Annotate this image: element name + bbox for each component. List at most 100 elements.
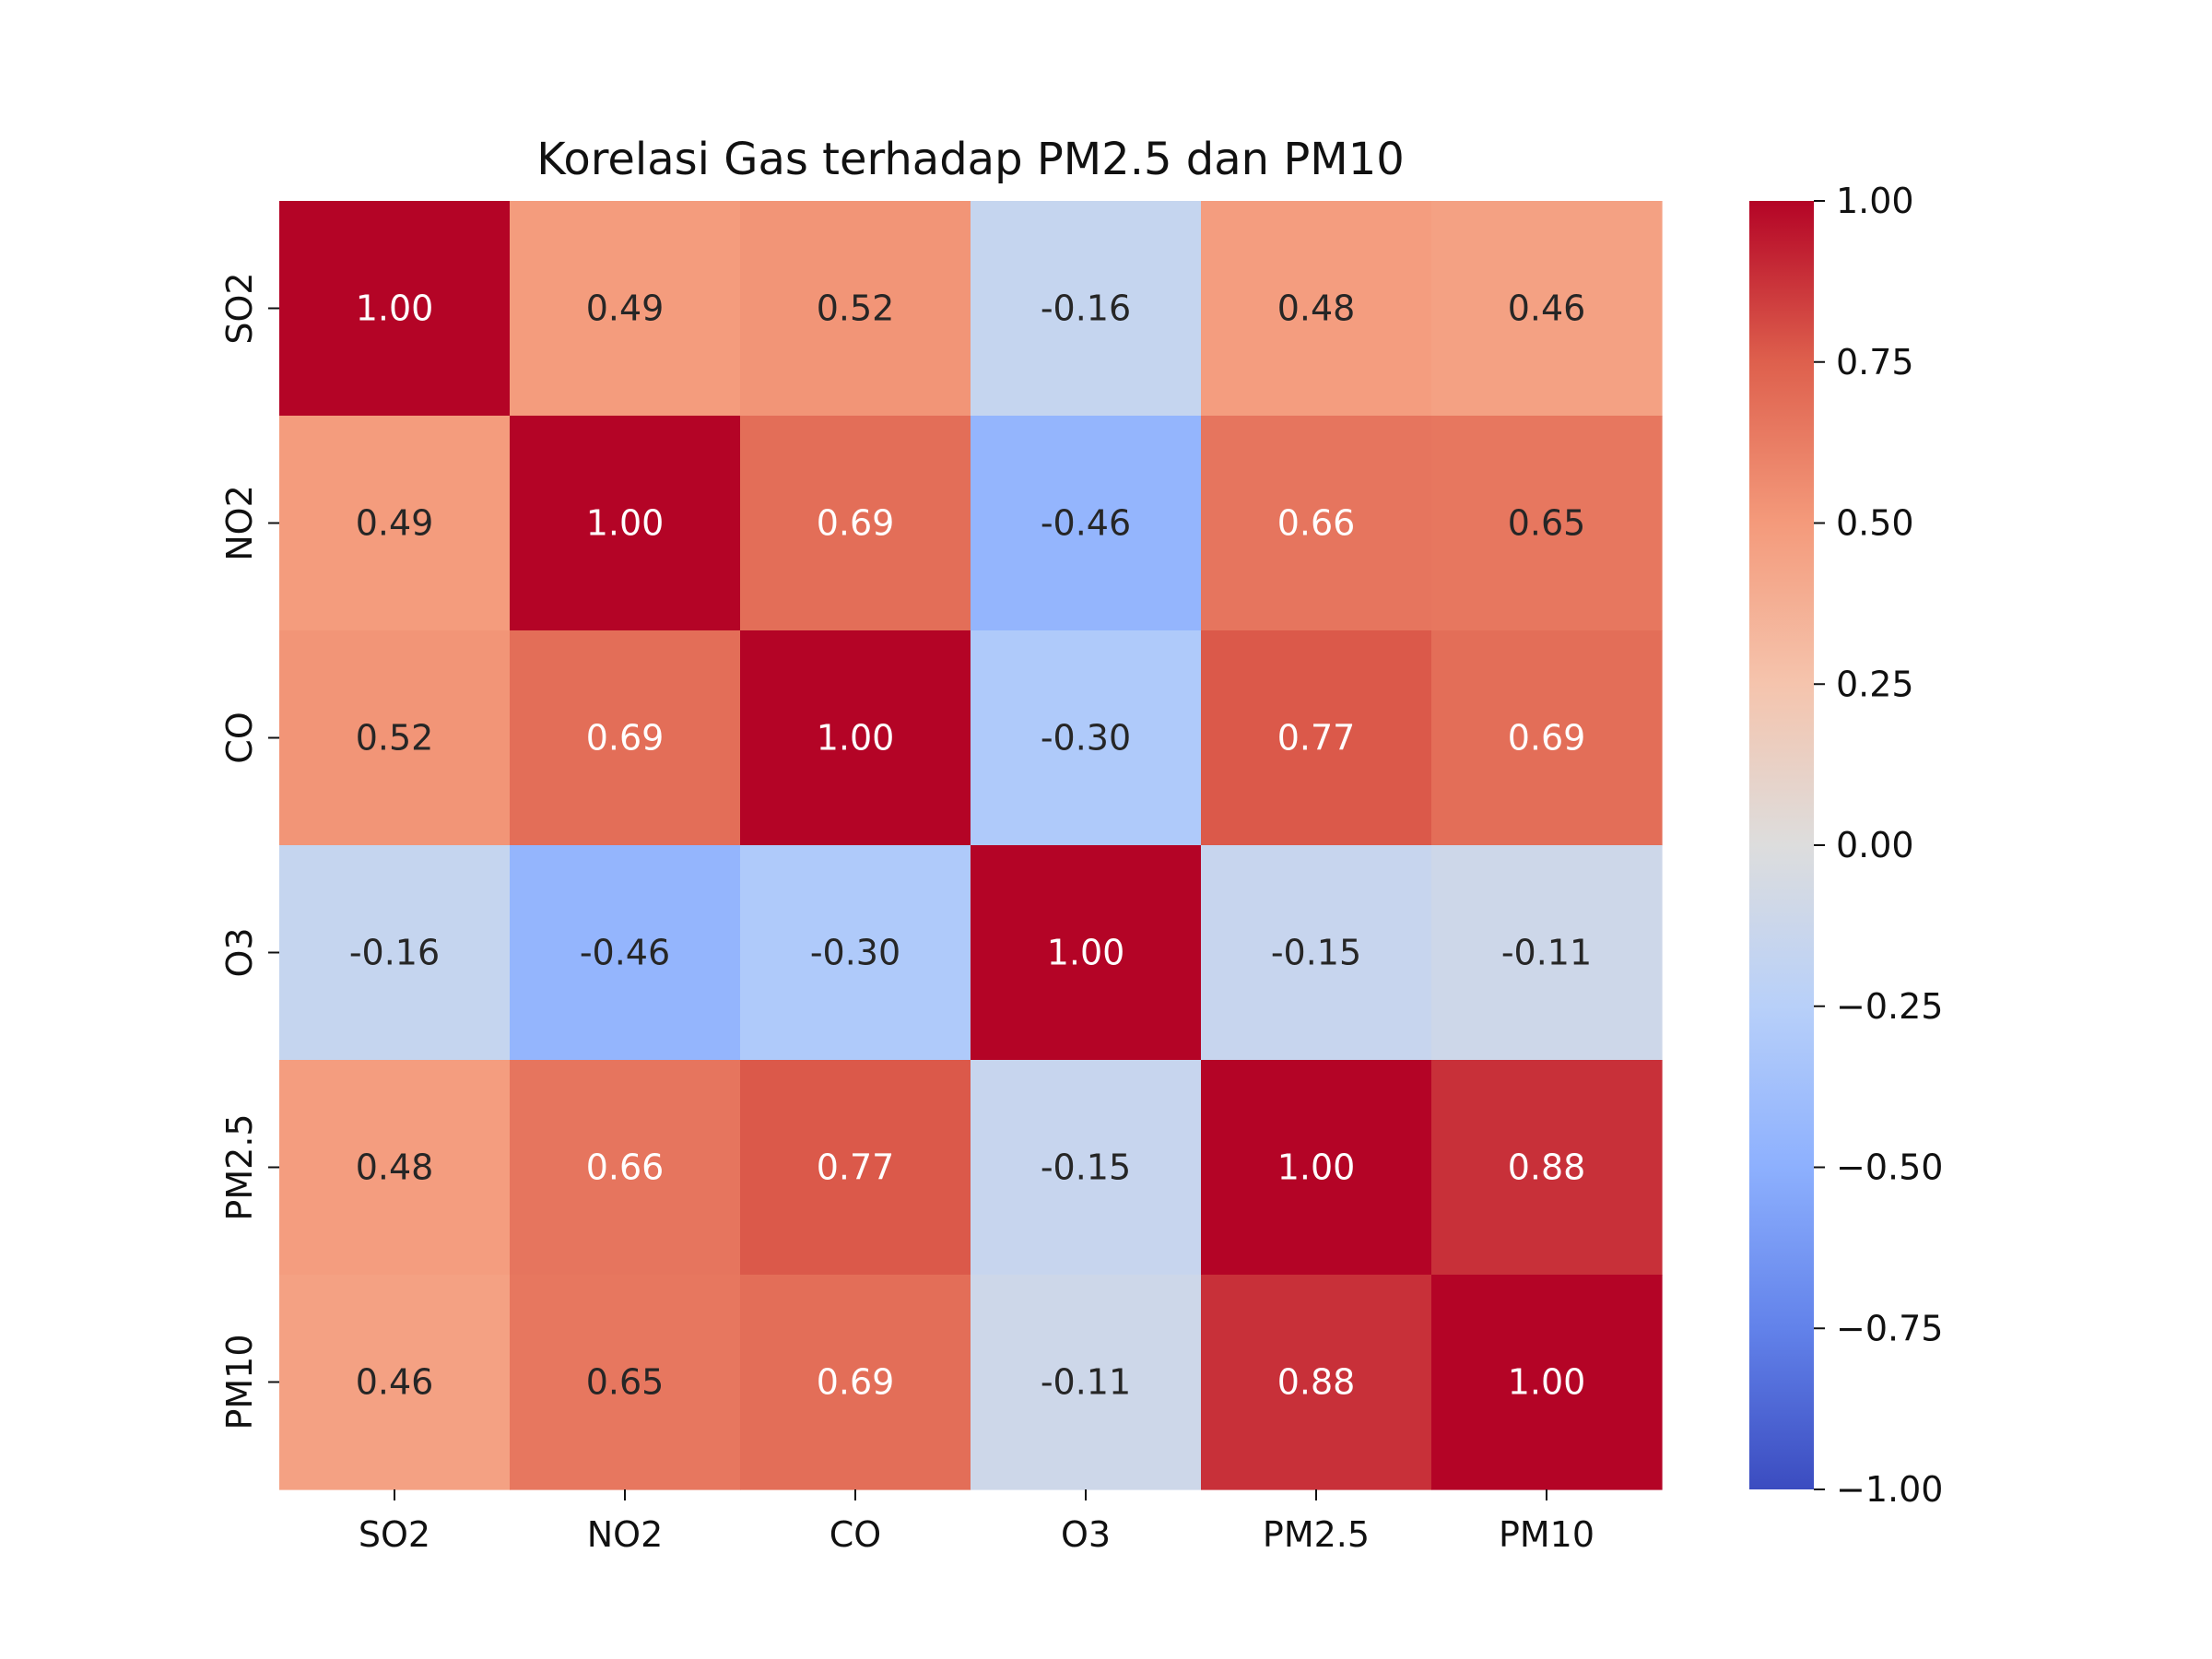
cell-value-label-1-1: 1.00	[586, 503, 665, 544]
y-tick-label-3: O3	[219, 927, 260, 977]
heatmap-cell-5-4	[1201, 1275, 1432, 1490]
cell-value-label-1-2: 0.69	[817, 503, 895, 544]
y-tick-label-2: CO	[219, 712, 260, 763]
heatmap-grid: 1.00 0.49 0.52 -0.16 0.48 0.46 0.49 1.00 0.69 -0.…	[279, 201, 1663, 1490]
x-tick-label-4: PM2.5	[1263, 1514, 1370, 1555]
heatmap-cell-1-1	[510, 416, 741, 631]
heatmap-cell-1-4	[1201, 416, 1432, 631]
colorbar-tick-label-4: 0.00	[1836, 825, 1914, 865]
cell-value-label-3-5: -0.11	[1501, 933, 1592, 973]
cell-value-label-1-5: 0.65	[1508, 503, 1586, 544]
heatmap-cell-2-1	[510, 630, 741, 846]
x-tick-label-5: PM10	[1499, 1514, 1594, 1555]
cell-value-label-5-1: 0.65	[586, 1362, 665, 1403]
heatmap-cell-1-5	[1431, 416, 1663, 631]
cell-value-label-0-1: 0.49	[586, 288, 665, 329]
cell-value-label-2-4: 0.77	[1277, 718, 1356, 759]
cell-value-label-3-0: -0.16	[349, 933, 440, 973]
cell-value-label-4-3: -0.15	[1041, 1147, 1131, 1188]
cell-value-label-5-0: 0.46	[356, 1362, 434, 1403]
heatmap-cell-2-2	[740, 630, 971, 846]
heatmap-cell-2-3	[971, 630, 1202, 846]
heatmap-cell-5-0	[279, 1275, 511, 1490]
cell-value-label-4-4: 1.00	[1277, 1147, 1356, 1188]
heatmap-cell-2-4	[1201, 630, 1432, 846]
heatmap-cell-2-0	[279, 630, 511, 846]
cell-value-label-1-4: 0.66	[1277, 503, 1356, 544]
cell-value-label-0-2: 0.52	[817, 288, 895, 329]
y-tick-label-4: PM2.5	[219, 1113, 260, 1220]
heatmap-cell-4-0	[279, 1060, 511, 1276]
cell-value-label-0-5: 0.46	[1508, 288, 1586, 329]
cell-value-label-3-3: 1.00	[1047, 933, 1125, 973]
cell-value-label-2-5: 0.69	[1508, 718, 1586, 759]
colorbar-tick-label-0: 1.00	[1836, 181, 1914, 221]
cell-value-label-3-1: -0.46	[580, 933, 670, 973]
colorbar-tick-label-6: −0.50	[1836, 1147, 1943, 1188]
cell-value-label-2-3: -0.30	[1041, 718, 1131, 759]
x-tick-label-1: NO2	[587, 1514, 664, 1555]
heatmap-cell-5-3	[971, 1275, 1202, 1490]
cell-value-label-3-2: -0.30	[810, 933, 900, 973]
cell-value-label-1-0: 0.49	[356, 503, 434, 544]
cell-value-label-2-0: 0.52	[356, 718, 434, 759]
colorbar: 1.00 0.75 0.50 0.25 0.00 −0.25 −0.50 −0.75 −1.00	[1749, 181, 1943, 1510]
heatmap-cell-1-3	[971, 416, 1202, 631]
cell-value-label-4-2: 0.77	[817, 1147, 895, 1188]
heatmap-cell-3-4	[1201, 845, 1432, 1061]
cell-value-label-5-3: -0.11	[1041, 1362, 1131, 1403]
colorbar-tick-label-1: 0.75	[1836, 342, 1914, 382]
heatmap-cell-5-1	[510, 1275, 741, 1490]
cell-value-label-2-1: 0.69	[586, 718, 665, 759]
cell-value-label-0-0: 1.00	[356, 288, 434, 329]
heatmap-cell-1-0	[279, 416, 511, 631]
heatmap-cell-3-1	[510, 845, 741, 1061]
cell-value-label-4-1: 0.66	[586, 1147, 665, 1188]
y-tick-label-1: NO2	[219, 485, 260, 561]
x-tick-label-0: SO2	[359, 1514, 430, 1555]
heatmap-cell-1-2	[740, 416, 971, 631]
y-tick-label-5: PM10	[219, 1334, 260, 1430]
heatmap-cell-2-5	[1431, 630, 1663, 846]
y-tick-label-0: SO2	[219, 272, 260, 344]
heatmap-cell-0-1	[510, 201, 741, 417]
cell-value-label-5-2: 0.69	[817, 1362, 895, 1403]
cell-value-label-4-5: 0.88	[1508, 1147, 1586, 1188]
cell-value-label-2-2: 1.00	[817, 718, 895, 759]
heatmap-cell-0-2	[740, 201, 971, 417]
colorbar-tick-label-2: 0.50	[1836, 503, 1914, 544]
heatmap-cell-5-5	[1431, 1275, 1663, 1490]
colorbar-tick-label-8: −1.00	[1836, 1469, 1943, 1510]
x-axis: SO2 NO2 CO O3 PM2.5 PM10	[359, 1489, 1594, 1555]
x-tick-label-3: O3	[1061, 1514, 1111, 1555]
heatmap-cell-5-2	[740, 1275, 971, 1490]
heatmap-cell-3-2	[740, 845, 971, 1061]
cell-value-label-0-3: -0.16	[1041, 288, 1131, 329]
cell-value-label-3-4: -0.15	[1271, 933, 1361, 973]
cell-value-label-0-4: 0.48	[1277, 288, 1356, 329]
colorbar-tick-label-7: −0.75	[1836, 1308, 1943, 1348]
cell-value-label-5-5: 1.00	[1508, 1362, 1586, 1403]
x-tick-label-2: CO	[830, 1514, 881, 1555]
heatmap-cell-0-5	[1431, 201, 1663, 417]
colorbar-gradient	[1749, 201, 1814, 1489]
heatmap-cell-4-1	[510, 1060, 741, 1276]
heatmap-cell-3-3	[971, 845, 1202, 1061]
heatmap-cell-0-4	[1201, 201, 1432, 417]
cell-value-label-5-4: 0.88	[1277, 1362, 1356, 1403]
cell-value-label-1-3: -0.46	[1041, 503, 1131, 544]
heatmap-cell-3-0	[279, 845, 511, 1061]
heatmap-cell-4-4	[1201, 1060, 1432, 1276]
heatmap-cell-3-5	[1431, 845, 1663, 1061]
cell-value-label-4-0: 0.48	[356, 1147, 434, 1188]
heatmap-cell-0-3	[971, 201, 1202, 417]
heatmap-cell-0-0	[279, 201, 511, 417]
chart-title: Korelasi Gas terhadap PM2.5 dan PM10	[536, 134, 1405, 185]
colorbar-tick-label-3: 0.25	[1836, 664, 1914, 704]
heatmap-cell-4-5	[1431, 1060, 1663, 1276]
heatmap-cell-4-2	[740, 1060, 971, 1276]
y-axis: SO2 NO2 CO O3 PM2.5 PM10	[219, 272, 279, 1430]
heatmap-cell-4-3	[971, 1060, 1202, 1276]
